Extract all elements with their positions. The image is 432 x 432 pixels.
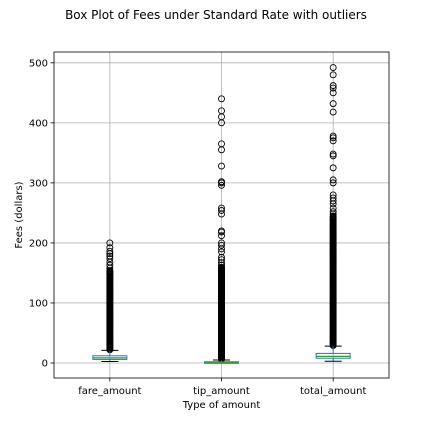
y-axis-ticks: 0 100 200 300 400 500 (29, 58, 54, 369)
box-fare_amount (92, 239, 128, 362)
outlier-point (218, 107, 225, 115)
outlier-point (218, 256, 225, 264)
iqr-box (315, 352, 351, 359)
outlier-point (106, 252, 114, 260)
box-series (92, 64, 351, 364)
outlier-point (329, 176, 337, 184)
outlier-point (218, 178, 225, 186)
outlier-point (106, 267, 114, 274)
y-tick-label: 100 (29, 298, 48, 309)
outlier-point (218, 253, 225, 261)
outlier-point (218, 263, 225, 271)
outlier-point (218, 232, 225, 240)
x-tick-label: total_amount (300, 386, 367, 397)
y-tick-label: 200 (29, 238, 48, 249)
outlier-point (329, 82, 337, 90)
outlier-point (218, 95, 225, 103)
outlier-point (218, 227, 225, 235)
y-tick-label: 0 (42, 358, 48, 369)
outlier-point (329, 164, 337, 172)
outlier-point (329, 71, 337, 79)
x-axis-ticks: fare_amount tip_amount total_amount (78, 378, 366, 397)
outlier-point (329, 179, 337, 187)
outlier-point (218, 207, 225, 214)
outlier-point (218, 261, 225, 269)
outlier-point (329, 100, 337, 108)
outlier-point (218, 259, 225, 267)
x-axis-label: Type of amount (182, 400, 261, 411)
outlier-point (329, 194, 337, 202)
outlier-point (329, 191, 337, 199)
outlier-point (218, 162, 225, 170)
y-tick-label: 500 (29, 58, 48, 69)
box-tip_amount (204, 95, 239, 364)
y-tick-label: 300 (29, 178, 48, 189)
chart-title: Box Plot of Fees under Standard Rate wit… (65, 8, 367, 22)
outlier-point (106, 255, 114, 262)
outlier-point (329, 108, 337, 116)
y-tick-label: 400 (29, 118, 48, 129)
outlier-point (106, 239, 114, 247)
outlier-point (329, 132, 337, 140)
outlier-point (106, 247, 114, 255)
x-tick-label: tip_amount (193, 386, 250, 397)
box-total_amount (315, 64, 351, 362)
outlier-point (218, 181, 225, 189)
x-tick-label: fare_amount (78, 386, 141, 397)
outlier-point (329, 134, 337, 142)
outlier-point (329, 150, 337, 158)
outlier-point (329, 64, 337, 72)
outlier-point (106, 244, 114, 252)
outlier-point (218, 248, 225, 256)
outlier-point (329, 208, 337, 216)
outlier-point (218, 204, 225, 212)
outlier-point (329, 89, 337, 97)
outlier-point (329, 212, 337, 220)
y-axis-label: Fees (dollars) (14, 181, 25, 248)
outlier-point (218, 241, 225, 249)
outlier-point (218, 140, 225, 148)
outlier-point (329, 84, 337, 92)
outlier-point (329, 204, 337, 212)
outlier-point (218, 239, 225, 247)
outlier-point (106, 261, 114, 269)
outlier-point (329, 137, 337, 145)
outlier-point (329, 152, 337, 160)
